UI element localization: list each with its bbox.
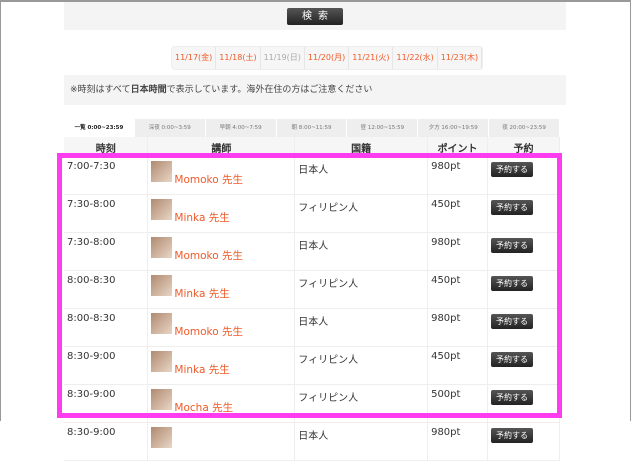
points-cell: 980pt [427,422,489,461]
nationality-cell: 日本人 [294,157,429,195]
table-row: 7:30-8:00 Minka 先生 フィリピン人 450pt 予約する [64,194,560,233]
action-cell: 予約する [487,384,560,423]
reserve-button[interactable]: 予約する [491,314,534,329]
teacher-link[interactable]: Mocha 先生 [174,402,234,414]
points-cell: 980pt [427,232,489,271]
teacher-avatar[interactable] [151,351,173,372]
time-tab[interactable]: 早朝 4:00~7:59 [206,119,277,137]
time-cell: 8:30-9:00 [64,384,149,423]
points-cell: 450pt [427,270,489,309]
teacher-avatar[interactable] [151,275,173,296]
time-cell: 8:00-8:30 [64,308,149,347]
teacher-avatar[interactable] [151,161,173,182]
points-cell: 980pt [427,308,489,347]
teacher-avatar[interactable] [151,313,173,334]
time-tab[interactable]: 夜 20:00~23:59 [489,119,561,137]
reserve-button[interactable]: 予約する [491,390,534,405]
time-cell: 8:30-9:00 [64,422,149,461]
action-cell: 予約する [487,308,560,347]
teacher-link[interactable]: Momoko 先生 [174,174,244,186]
points-cell: 450pt [427,346,489,385]
teacher-cell: Mocha 先生 [147,384,296,423]
teacher-avatar[interactable] [151,427,173,448]
time-cell: 8:00-8:30 [64,270,149,309]
teacher-cell: Minka 先生 [147,194,296,233]
time-tabs: 一覧 0:00~23:59 深夜 0:00~3:59 早朝 4:00~7:59 朝 8… [64,119,561,137]
column-header: 国籍 [294,137,429,157]
reserve-button[interactable]: 予約する [491,162,534,177]
time-cell: 7:00-7:30 [64,157,149,195]
reserve-button[interactable]: 予約する [491,352,534,367]
action-cell: 予約する [487,346,560,385]
time-tab[interactable]: 昼 12:00~15:59 [347,119,419,137]
date-tab: 11/19(日) [261,47,305,69]
table-row: 8:30-9:00 Mocha 先生 フィリピン人 500pt 予約する [64,384,560,423]
date-tab[interactable]: 11/23(木) [438,47,483,69]
nationality-cell: フィリピン人 [294,194,429,233]
nationality-cell: フィリピン人 [294,270,429,309]
action-cell: 予約する [487,422,560,461]
time-tab[interactable]: 深夜 0:00~3:59 [135,119,206,137]
action-cell: 予約する [487,232,560,271]
time-cell: 7:30-8:00 [64,194,149,233]
teacher-cell [147,422,296,461]
window-frame [0,0,631,421]
teacher-cell: Momoko 先生 [147,308,296,347]
nationality-cell: 日本人 [294,308,429,347]
reserve-button[interactable]: 予約する [491,200,534,215]
date-tab[interactable]: 11/17(金) [172,47,217,69]
teacher-link[interactable]: Minka 先生 [174,364,230,376]
time-tab[interactable]: 一覧 0:00~23:59 [64,119,135,137]
date-tab[interactable]: 11/20(月) [305,47,350,69]
teacher-avatar[interactable] [151,237,173,258]
nationality-cell: フィリピン人 [294,346,429,385]
action-cell: 予約する [487,270,560,309]
time-tab[interactable]: 夕方 16:00~19:59 [418,119,490,137]
table-row: 7:00-7:30 Momoko 先生 日本人 980pt 予約する [64,157,560,195]
column-header: 予約 [487,137,560,157]
points-cell: 980pt [427,157,489,195]
table-row: 8:00-8:30 Minka 先生 フィリピン人 450pt 予約する [64,270,560,309]
table-row: 8:30-9:00 Minka 先生 フィリピン人 450pt 予約する [64,346,560,385]
points-cell: 500pt [427,384,489,423]
teacher-link[interactable]: Minka 先生 [174,288,230,300]
nationality-cell: 日本人 [294,422,429,461]
reserve-button[interactable]: 予約する [491,428,534,443]
teacher-cell: Minka 先生 [147,270,296,309]
points-cell: 450pt [427,194,489,233]
date-tab[interactable]: 11/18(土) [216,47,261,69]
column-header: 講師 [147,137,296,157]
teacher-avatar[interactable] [151,199,173,220]
teacher-cell: Minka 先生 [147,346,296,385]
action-cell: 予約する [487,157,560,195]
reserve-button[interactable]: 予約する [491,276,534,291]
teacher-link[interactable]: Minka 先生 [174,212,230,224]
table-row: 7:30-8:00 Momoko 先生 日本人 980pt 予約する [64,232,560,271]
search-button[interactable]: 検索 [287,8,343,25]
schedule-table: 時刻 講師 国籍 ポイント 予約 7:00-7:30 Momoko 先生 日本人 980… [64,137,560,461]
teacher-cell: Momoko 先生 [147,232,296,271]
time-cell: 7:30-8:00 [64,232,149,271]
column-header: 時刻 [64,137,149,157]
time-cell: 8:30-9:00 [64,346,149,385]
date-selector: 11/17(金) 11/18(土) 11/19(日) 11/20(月) 11/21(火)… [171,46,484,70]
column-header: ポイント [427,137,489,157]
reserve-button[interactable]: 予約する [491,238,534,253]
date-tab[interactable]: 11/22(水) [393,47,438,69]
table-row: 8:00-8:30 Momoko 先生 日本人 980pt 予約する [64,308,560,347]
date-tab[interactable]: 11/21(火) [349,47,394,69]
teacher-link[interactable]: Momoko 先生 [174,326,244,338]
table-row: 8:30-9:00 日本人 980pt 予約する [64,422,560,461]
teacher-cell: Momoko 先生 [147,157,296,195]
teacher-link[interactable]: Momoko 先生 [174,250,244,262]
search-area: 検索 [64,2,566,30]
nationality-cell: フィリピン人 [294,384,429,423]
time-tab[interactable]: 朝 8:00~11:59 [277,119,348,137]
nationality-cell: 日本人 [294,232,429,271]
action-cell: 予約する [487,194,560,233]
teacher-avatar[interactable] [151,389,173,410]
timezone-notice: ※時刻はすべて日本時間で表示しています。海外在住の方はご注意ください [64,75,566,105]
